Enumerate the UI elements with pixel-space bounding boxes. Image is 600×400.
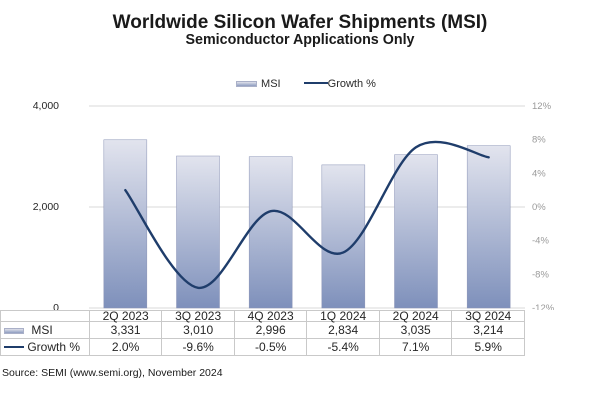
svg-text:2,000: 2,000 — [33, 201, 59, 213]
svg-text:4,000: 4,000 — [33, 100, 59, 112]
svg-text:0%: 0% — [532, 202, 546, 213]
svg-text:-8%: -8% — [532, 269, 549, 280]
svg-text:0: 0 — [53, 302, 59, 310]
svg-text:-4%: -4% — [532, 236, 549, 247]
svg-text:12%: 12% — [532, 101, 552, 112]
svg-text:4%: 4% — [532, 168, 546, 179]
svg-text:8%: 8% — [532, 135, 546, 146]
svg-text:-12%: -12% — [532, 303, 555, 310]
